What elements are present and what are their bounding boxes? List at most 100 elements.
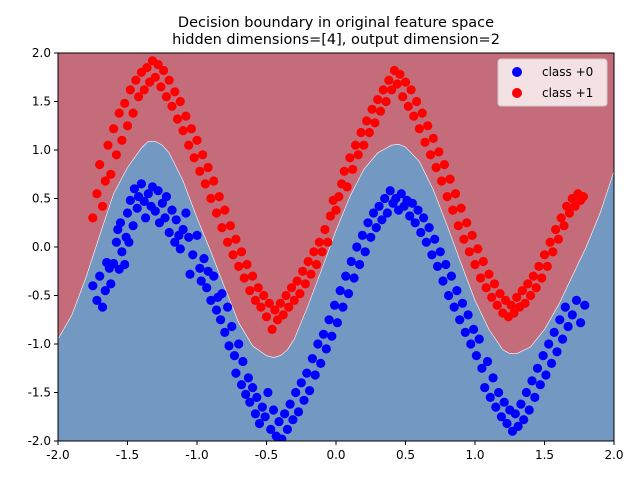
data-point [231, 234, 241, 244]
data-point [114, 108, 124, 118]
data-point [217, 223, 227, 233]
data-point [160, 213, 170, 223]
data-point [438, 276, 448, 286]
data-point [241, 389, 251, 399]
data-point [142, 63, 152, 73]
data-point [211, 305, 222, 315]
data-point [100, 286, 110, 296]
data-point [224, 341, 234, 351]
data-point [120, 259, 130, 270]
data-point [223, 237, 233, 247]
data-point [284, 302, 294, 312]
data-point [195, 263, 205, 273]
data-point [175, 244, 185, 254]
x-tick-label: -1.0 [185, 448, 208, 462]
data-point [519, 415, 529, 425]
data-point [278, 310, 288, 320]
data-point [220, 327, 230, 337]
data-point [368, 208, 379, 218]
data-point [321, 344, 331, 354]
data-point [128, 108, 138, 118]
data-point [181, 111, 191, 121]
data-point [225, 221, 235, 231]
data-point [181, 208, 191, 218]
data-point [421, 237, 431, 247]
data-point [88, 281, 98, 291]
data-point [462, 218, 472, 228]
data-point [430, 234, 440, 244]
data-point [452, 286, 462, 296]
data-point [471, 351, 481, 361]
data-point [223, 302, 233, 312]
data-point [367, 104, 377, 114]
data-point [545, 237, 555, 247]
data-point [396, 189, 406, 199]
data-point [416, 227, 426, 238]
data-point [286, 283, 297, 293]
data-point [339, 166, 349, 176]
data-point [248, 271, 258, 281]
chart-title-line1: Decision boundary in original feature sp… [178, 15, 494, 31]
data-point [150, 72, 160, 82]
data-point [242, 259, 252, 270]
data-point [234, 339, 244, 349]
data-point [482, 356, 493, 367]
x-axis: -2.0 -1.5 -1.0 -0.5 0.0 0.5 1.0 1.5 2.0 [46, 441, 624, 462]
data-point [324, 315, 334, 325]
data-point [398, 92, 408, 102]
data-point [150, 206, 160, 216]
data-point [541, 370, 551, 380]
data-point [200, 179, 210, 189]
data-point [330, 300, 340, 310]
data-point [320, 224, 330, 235]
data-point [512, 292, 522, 302]
data-point [332, 318, 342, 328]
data-point [88, 213, 98, 223]
data-point [480, 383, 490, 393]
data-point [470, 259, 480, 270]
data-point [298, 266, 308, 276]
data-point [444, 290, 454, 301]
data-point [214, 192, 224, 202]
data-point [302, 368, 312, 378]
data-point [274, 417, 284, 427]
y-tick-label: -0.5 [28, 289, 51, 303]
data-point [106, 279, 116, 289]
data-point [203, 162, 213, 173]
data-point [542, 261, 552, 271]
data-point [167, 101, 177, 111]
x-tick-label: 0.0 [326, 448, 345, 462]
data-point [256, 302, 266, 312]
data-point [403, 101, 413, 111]
y-axis: -2.0 -1.5 -1.0 -0.5 0.0 0.5 1.0 1.5 2.0 [28, 46, 58, 448]
data-point [434, 147, 444, 157]
data-point [122, 208, 133, 218]
scatter-series-class0 [88, 179, 590, 441]
legend-marker-class0 [512, 67, 522, 77]
y-tick-label: -1.5 [28, 386, 51, 400]
data-point [348, 164, 358, 174]
data-point [167, 205, 177, 215]
data-point [335, 286, 345, 296]
data-point [313, 339, 323, 349]
data-point [111, 150, 121, 160]
data-point [387, 85, 397, 95]
data-point [517, 286, 527, 296]
data-point [295, 289, 305, 299]
data-point [95, 271, 105, 281]
data-point [170, 87, 180, 97]
data-point [157, 198, 167, 208]
data-point [327, 331, 337, 341]
data-point [309, 247, 319, 257]
data-point [445, 174, 455, 184]
data-point [156, 82, 166, 92]
data-point [578, 192, 589, 202]
data-point [238, 356, 248, 367]
data-point [185, 269, 195, 279]
data-point [455, 315, 465, 325]
data-point [260, 412, 270, 422]
data-point [446, 271, 456, 281]
data-point [220, 205, 230, 215]
data-point [175, 96, 185, 107]
